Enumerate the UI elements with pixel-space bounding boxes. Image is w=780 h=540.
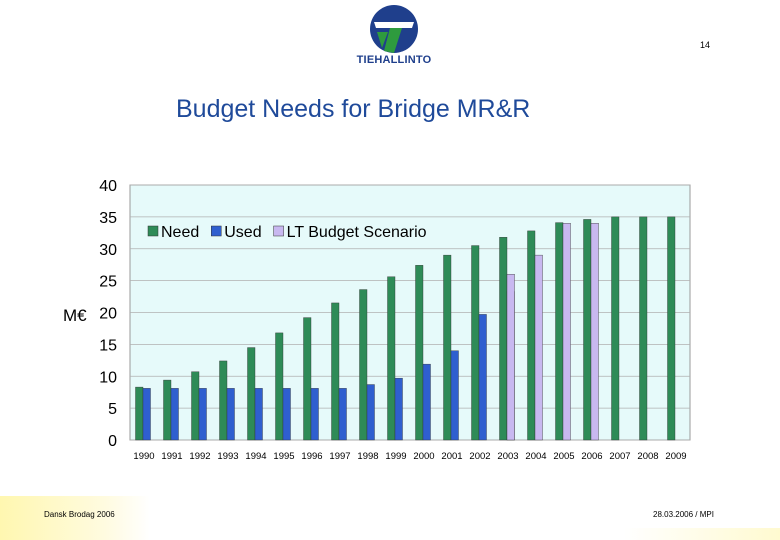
bar-used bbox=[142, 388, 151, 441]
bar-need bbox=[415, 265, 424, 441]
bar-lt-budget-scenario bbox=[562, 223, 571, 441]
legend-swatch bbox=[211, 225, 222, 237]
bar-need bbox=[527, 230, 536, 441]
bar-need bbox=[219, 360, 228, 441]
y-tick-label: 25 bbox=[99, 274, 117, 291]
y-axis-label: M€ bbox=[63, 306, 87, 325]
bar-used bbox=[338, 388, 347, 441]
x-tick-label: 1993 bbox=[217, 451, 238, 462]
bar-need bbox=[611, 216, 620, 441]
bar-used bbox=[366, 384, 375, 441]
bar-used bbox=[450, 350, 459, 441]
bar-need bbox=[471, 245, 480, 441]
x-tick-label: 2005 bbox=[553, 451, 574, 462]
bar-need bbox=[275, 332, 284, 441]
x-tick-label: 2002 bbox=[469, 451, 490, 462]
x-tick-label: 2004 bbox=[525, 451, 546, 462]
x-tick-label: 2007 bbox=[609, 451, 630, 462]
x-tick-label: 2006 bbox=[581, 451, 602, 462]
bar-lt-budget-scenario bbox=[506, 274, 515, 441]
page-number: 14 bbox=[700, 40, 711, 50]
x-tick-label: 1994 bbox=[245, 451, 266, 462]
footer-date-label: 28.03.2006 / MPI bbox=[653, 510, 714, 519]
bar-need bbox=[499, 237, 508, 441]
bar-used bbox=[226, 388, 235, 441]
y-tick-label: 10 bbox=[99, 369, 117, 386]
logo-emblem-icon bbox=[370, 5, 418, 53]
bar-used bbox=[198, 388, 207, 441]
bar-used bbox=[478, 314, 487, 441]
bar-used bbox=[282, 388, 291, 441]
bar-need bbox=[247, 347, 256, 441]
logo-text: TIEHALLINTO bbox=[356, 54, 432, 66]
tiehallinto-logo: TIEHALLINTO bbox=[352, 4, 436, 66]
footer-event-label: Dansk Brodag 2006 bbox=[44, 510, 115, 519]
legend-label: Used bbox=[224, 224, 261, 241]
legend-label: LT Budget Scenario bbox=[287, 224, 427, 241]
bar-need bbox=[331, 302, 340, 441]
bar-used bbox=[254, 388, 263, 441]
bar-need bbox=[667, 216, 676, 441]
footer-gradient-bar bbox=[0, 528, 780, 540]
x-tick-label: 1997 bbox=[329, 451, 350, 462]
bar-need bbox=[555, 222, 564, 441]
bar-used bbox=[170, 388, 179, 441]
y-tick-label: 15 bbox=[99, 337, 117, 354]
y-tick-label: 40 bbox=[99, 178, 117, 195]
bar-need bbox=[639, 216, 648, 441]
bar-need bbox=[443, 254, 452, 441]
y-tick-label: 0 bbox=[108, 433, 117, 450]
bar-need bbox=[303, 317, 312, 441]
x-tick-label: 2003 bbox=[497, 451, 518, 462]
legend-swatch bbox=[273, 225, 284, 237]
y-tick-label: 20 bbox=[99, 306, 117, 323]
x-tick-label: 1998 bbox=[357, 451, 378, 462]
y-tick-label: 35 bbox=[99, 210, 117, 227]
legend-label: Need bbox=[161, 224, 199, 241]
footer-left-band: Dansk Brodag 2006 bbox=[0, 496, 150, 540]
bar-lt-budget-scenario bbox=[534, 254, 543, 441]
page-title: Budget Needs for Bridge MR&R bbox=[176, 95, 531, 123]
y-tick-label: 30 bbox=[99, 242, 117, 259]
x-tick-label: 2000 bbox=[413, 451, 434, 462]
x-tick-label: 2001 bbox=[441, 451, 462, 462]
bar-need bbox=[135, 386, 144, 441]
x-tick-label: 2008 bbox=[637, 451, 658, 462]
bar-used bbox=[310, 388, 319, 441]
x-tick-label: 1995 bbox=[273, 451, 294, 462]
bar-need bbox=[359, 289, 368, 441]
x-tick-label: 1996 bbox=[301, 451, 322, 462]
x-tick-label: 1992 bbox=[189, 451, 210, 462]
bar-used bbox=[394, 377, 403, 441]
bar-lt-budget-scenario bbox=[590, 223, 599, 441]
x-tick-label: 2009 bbox=[665, 451, 686, 462]
x-tick-label: 1991 bbox=[161, 451, 182, 462]
bar-need bbox=[387, 276, 396, 441]
bar-need bbox=[191, 371, 200, 441]
bar-used bbox=[422, 363, 431, 441]
bar-need bbox=[583, 219, 592, 441]
x-tick-label: 1999 bbox=[385, 451, 406, 462]
legend-swatch bbox=[147, 225, 159, 237]
y-tick-label: 5 bbox=[108, 401, 117, 418]
bar-need bbox=[163, 379, 172, 441]
x-tick-label: 1990 bbox=[133, 451, 154, 462]
